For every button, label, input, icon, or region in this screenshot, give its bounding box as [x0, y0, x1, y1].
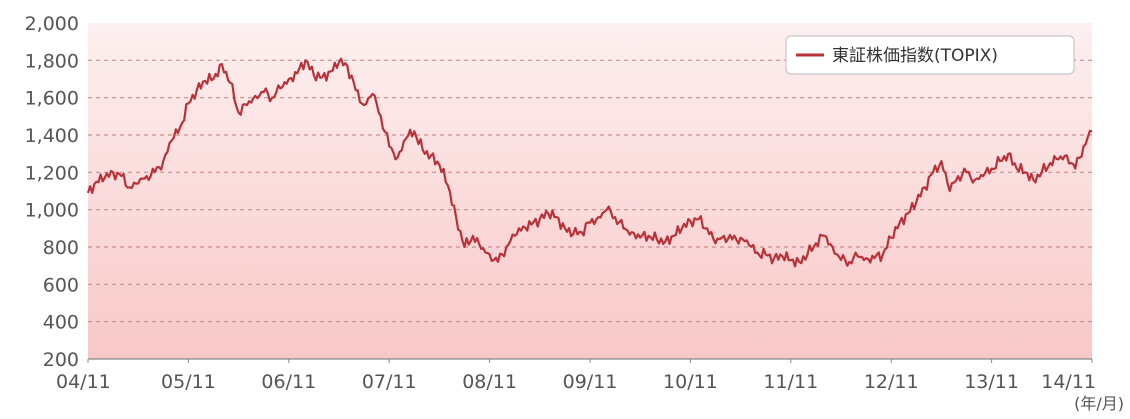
y-tick-label: 2,000	[25, 13, 79, 35]
legend-box	[785, 35, 1075, 75]
x-tick-label: 04/11	[56, 371, 111, 393]
x-tick-label: 05/11	[161, 371, 216, 393]
y-tick-label: 1,200	[25, 162, 79, 184]
x-tick-label: 06/11	[261, 371, 316, 393]
x-axis: 04/11 05/11 06/11 07/11 08/11 09/11 10/11 11/11…	[56, 359, 1096, 393]
series-layer	[86, 57, 1093, 268]
x-tick-label: 13/11	[964, 371, 1019, 393]
x-tick-label: 07/11	[362, 371, 417, 393]
x-tick-label: 09/11	[563, 371, 618, 393]
y-tick-label: 800	[43, 237, 79, 259]
y-tick-label: 1,000	[25, 200, 79, 222]
x-unit-label: (年/月)	[1074, 394, 1124, 413]
y-tick-label: 1,600	[25, 88, 79, 110]
y-axis: 200 400 600 800 1,000 1,200 1,400 1,600 1,800 2,0…	[25, 13, 79, 371]
x-tick-label: 10/11	[663, 371, 718, 393]
y-tick-label: 400	[43, 312, 79, 334]
x-tick-label: 08/11	[462, 371, 517, 393]
plot-background	[88, 23, 1092, 359]
x-tick-label: 12/11	[864, 371, 919, 393]
y-tick-label: 600	[43, 274, 79, 296]
legend: 東証株価指数(TOPIX)	[785, 35, 1075, 75]
y-tick-label: 1,400	[25, 125, 79, 147]
series-line-topix	[86, 57, 1093, 268]
x-tick-label: 14/11	[1041, 371, 1096, 393]
legend-label: 東証株価指数(TOPIX)	[832, 46, 998, 66]
y-tick-label: 200	[43, 349, 79, 371]
y-tick-label: 1,800	[25, 50, 79, 72]
x-tick-label: 11/11	[763, 371, 818, 393]
